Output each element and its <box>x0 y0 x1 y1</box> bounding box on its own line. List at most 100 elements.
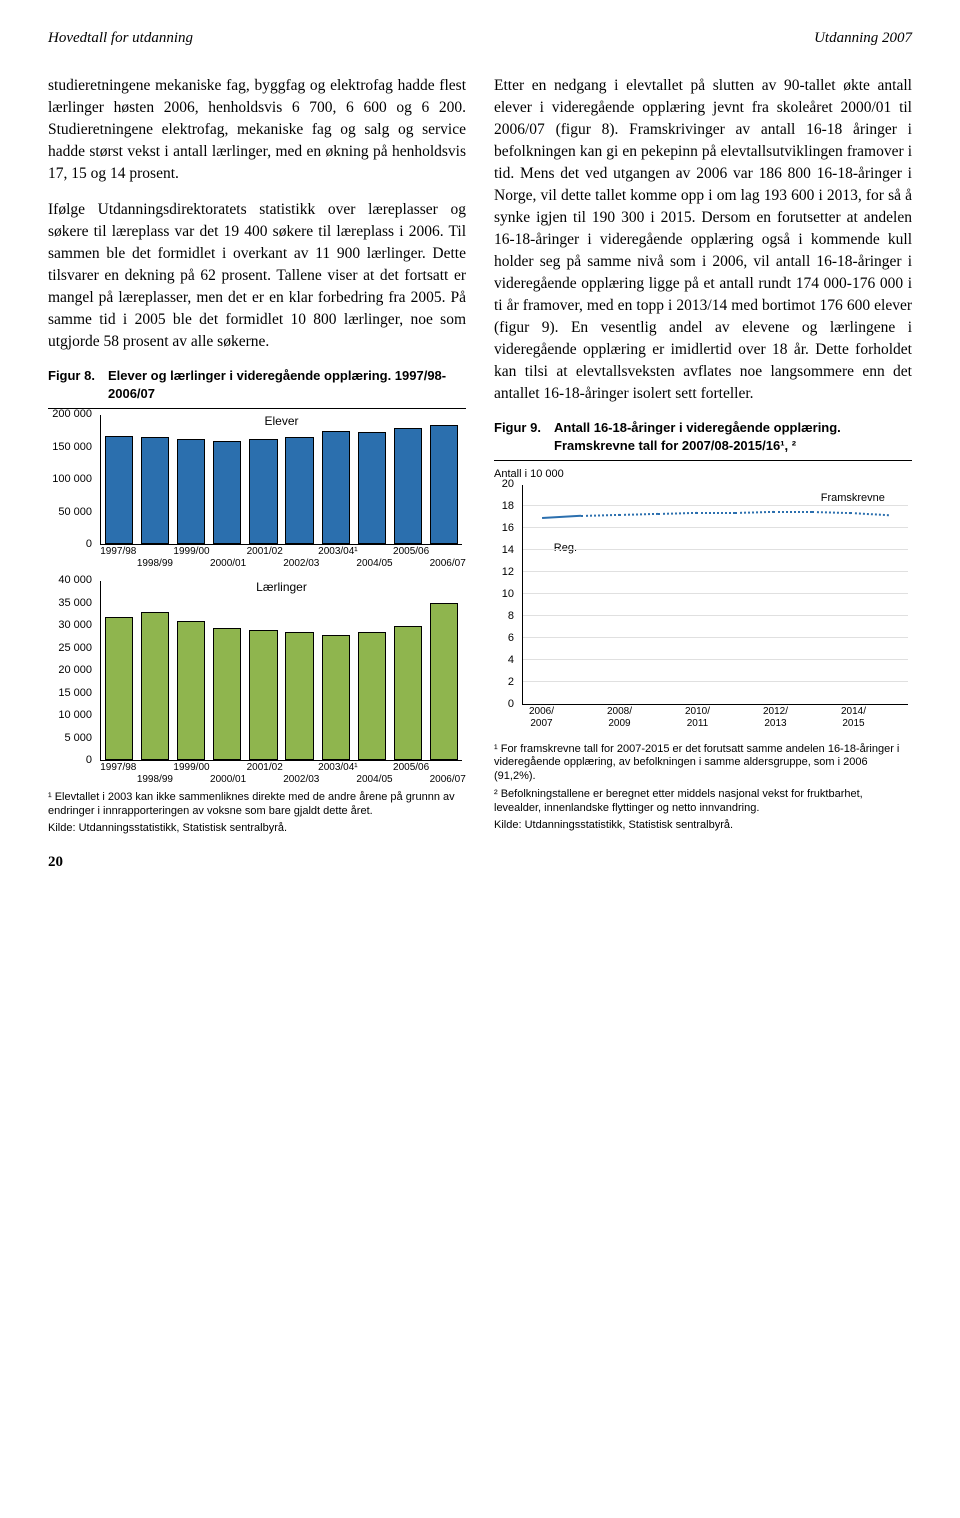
elever-label: Elever <box>264 413 298 430</box>
x-tick-label: 2000/01 <box>210 773 246 787</box>
bar <box>213 441 241 544</box>
gridline <box>523 681 908 682</box>
fig9-footnote1: ¹ For framskrevne tall for 2007-2015 er … <box>494 743 912 784</box>
line-framskrevne <box>658 512 697 515</box>
fig9-title: Antall 16-18-åringer i videregående oppl… <box>554 419 912 456</box>
fig9-source: Kilde: Utdanningsstatistikk, Statistisk … <box>494 819 912 833</box>
y-tick-label: 100 000 <box>52 472 92 488</box>
x-tick-label: 2000/01 <box>210 557 246 571</box>
y-tick-label: 2 <box>508 675 514 691</box>
left-p1: studieretningene mekaniske fag, byggfag … <box>48 75 466 185</box>
x-tick-label: 2003/04¹ <box>318 545 357 559</box>
x-tick-label: 1997/98 <box>100 761 136 775</box>
y-tick-label: 5 000 <box>64 731 92 747</box>
bar <box>285 632 313 760</box>
x-tick-label: 2011 <box>687 717 709 731</box>
x-tick-label: 2006/07 <box>430 773 466 787</box>
y-tick-label: 6 <box>508 631 514 647</box>
y-tick-label: 50 000 <box>58 505 92 521</box>
bar <box>213 628 241 760</box>
y-tick-label: 8 <box>508 609 514 625</box>
page-header: Hovedtall for utdanning Utdanning 2007 <box>48 30 912 47</box>
x-tick-label: 2003/04¹ <box>318 761 357 775</box>
bar <box>430 425 458 544</box>
x-tick-label: 1999/00 <box>173 545 209 559</box>
fig8-title-row: Figur 8. Elever og lærlinger i videregåe… <box>48 367 466 404</box>
y-tick-label: 200 000 <box>52 407 92 423</box>
y-tick-label: 16 <box>502 521 514 537</box>
y-tick-label: 35 000 <box>58 596 92 612</box>
bar <box>358 632 386 760</box>
x-tick-label: 2005/06 <box>393 545 429 559</box>
x-tick-label: 1998/99 <box>137 557 173 571</box>
y-tick-label: 15 000 <box>58 686 92 702</box>
x-tick-label: 1999/00 <box>173 761 209 775</box>
x-tick-label: 2006/07 <box>430 557 466 571</box>
bar <box>141 612 169 760</box>
y-tick-label: 20 000 <box>58 663 92 679</box>
bar <box>105 436 133 544</box>
gridline <box>523 615 908 616</box>
y-tick-label: 25 000 <box>58 641 92 657</box>
fig9-number: Figur 9. <box>494 419 554 456</box>
fig9-footnote2: ² Befolkningstallene er beregnet etter m… <box>494 788 912 816</box>
x-tick-label: 1997/98 <box>100 545 136 559</box>
y-tick-label: 12 <box>502 565 514 581</box>
right-p1: Etter en nedgang i elevtallet på slutten… <box>494 75 912 405</box>
bar <box>394 428 422 544</box>
fig8-footnote: ¹ Elevtallet i 2003 kan ikke sammenlikne… <box>48 791 466 819</box>
bar <box>105 617 133 760</box>
y-tick-label: 10 000 <box>58 708 92 724</box>
y-tick-label: 0 <box>86 753 92 769</box>
page-number: 20 <box>48 854 912 871</box>
bar <box>322 431 350 544</box>
bar <box>177 439 205 543</box>
x-tick-label: 2004/05 <box>356 773 392 787</box>
x-tick-label: 2001/02 <box>247 761 283 775</box>
y-tick-label: 150 000 <box>52 440 92 456</box>
gridline <box>523 593 908 594</box>
gridline <box>523 659 908 660</box>
line-reg <box>542 515 581 519</box>
x-tick-label: 2013 <box>764 717 786 731</box>
gridline <box>523 637 908 638</box>
gridline <box>523 549 908 550</box>
x-tick-label: 1998/99 <box>137 773 173 787</box>
x-tick-label: 2004/05 <box>356 557 392 571</box>
fig8-source: Kilde: Utdanningsstatistikk, Statistisk … <box>48 822 466 836</box>
y-tick-label: 0 <box>86 537 92 553</box>
fig9-chart: 02468101214161820 Reg. Framskrevne 2006/… <box>494 485 912 733</box>
y-tick-label: 30 000 <box>58 618 92 634</box>
y-tick-label: 14 <box>502 543 514 559</box>
line-framskrevne <box>619 513 658 516</box>
x-tick-label: 2002/03 <box>283 773 319 787</box>
gridline <box>523 505 908 506</box>
y-tick-label: 10 <box>502 587 514 603</box>
bar <box>285 437 313 544</box>
bar <box>177 621 205 760</box>
y-tick-label: 0 <box>508 697 514 713</box>
line-framskrevne <box>812 511 851 514</box>
fig9-separator <box>494 460 912 461</box>
x-tick-label: 2007 <box>530 717 552 731</box>
line-framskrevne <box>696 512 735 514</box>
fig8-title: Elever og lærlinger i videregående opplæ… <box>108 367 466 404</box>
fig9-axis-title: Antall i 10 000 <box>494 467 912 483</box>
y-tick-label: 40 000 <box>58 573 92 589</box>
x-tick-label: 2002/03 <box>283 557 319 571</box>
bar <box>249 439 277 543</box>
x-tick-label: 2015 <box>842 717 864 731</box>
fig8-separator <box>48 408 466 409</box>
laerl-label: Lærlinger <box>256 579 307 596</box>
fig9-frams-label: Framskrevne <box>821 491 885 507</box>
y-tick-label: 4 <box>508 653 514 669</box>
line-framskrevne <box>773 511 812 513</box>
bar <box>358 432 386 544</box>
line-framskrevne <box>850 512 889 516</box>
bar <box>141 437 169 543</box>
line-framskrevne <box>735 511 774 514</box>
fig8-elever-chart: 050 000100 000150 000200 000 Elever 1997… <box>48 415 466 571</box>
fig8-laerl-chart: 0 5 000 10 000 15 000 20 000 25 000 30 000 35 0… <box>48 581 466 787</box>
header-left: Hovedtall for utdanning <box>48 30 193 47</box>
bar <box>394 626 422 760</box>
